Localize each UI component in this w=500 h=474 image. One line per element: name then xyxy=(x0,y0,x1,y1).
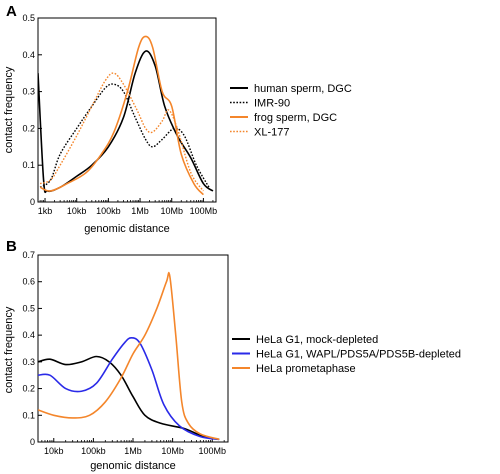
panel-a-series-xl-177 xyxy=(39,72,204,192)
panel-b-y-tick-label: 0.5 xyxy=(22,303,35,313)
panel-b-plot-frame xyxy=(37,254,229,443)
panel-b-series-hela-g1-mock-depleted xyxy=(38,355,220,441)
panel-b-legend: HeLa G1, mock-depleted HeLa G1, WAPL/PDS5… xyxy=(232,334,461,375)
panel-a-letter: A xyxy=(6,3,17,20)
panel-b: B 0 0.1 0.2 0.3 0.4 0.5 0.6 0.7 10kb 100kb 1Mb 10M… xyxy=(3,238,461,472)
panel-a-x-tick-label: 10Mb xyxy=(160,206,183,216)
panel-a-x-axis-title: genomic distance xyxy=(84,223,170,235)
panel-a-plot-frame xyxy=(37,17,217,203)
panel-a-series-frog-sperm-dgc xyxy=(39,35,205,196)
legend-label-frog-sperm-dgc: frog sperm, DGC xyxy=(254,112,337,124)
panel-b-x-axis-title: genomic distance xyxy=(90,460,176,472)
panel-b-x-tick-label: 100kb xyxy=(81,446,106,456)
panel-b-y-tick-label: 0.3 xyxy=(22,357,35,367)
legend-label-human-sperm-dgc: human sperm, DGC xyxy=(254,83,352,95)
panel-b-y-tick-label: 0.7 xyxy=(22,250,35,260)
panel-a-y-tick-label: 0.2 xyxy=(22,123,35,133)
panel-b-series-hela-g1-wapl-pds5a-pds5b-depleted xyxy=(38,337,220,441)
panel-a-y-axis-title: contact frequency xyxy=(3,66,15,153)
panel-a-x-tick-label: 100kb xyxy=(96,206,121,216)
panel-a-y-tick-label: 0.1 xyxy=(22,160,35,170)
legend-label-imr-90: IMR-90 xyxy=(254,98,290,110)
panel-b-x-tick-label: 10Mb xyxy=(161,446,184,456)
panel-a: A 0 0.1 0.2 0.3 0.4 0.5 1kb 10kb 100kb 1Mb 10Mb 10… xyxy=(3,3,352,235)
panel-a-y-tick-label: 0.3 xyxy=(22,87,35,97)
panel-a-x-tick-label: 1kb xyxy=(38,206,53,216)
panel-a-series-imr-90 xyxy=(39,83,210,188)
panel-b-y-tick-label: 0.2 xyxy=(22,384,35,394)
panel-a-x-tick-label: 10kb xyxy=(67,206,87,216)
panel-b-y-axis-title: contact frequency xyxy=(3,306,15,393)
panel-a-x-tick-label: 1Mb xyxy=(131,206,149,216)
legend-label-hela-g1-mock-depleted: HeLa G1, mock-depleted xyxy=(256,334,378,346)
panel-b-y-tick-label: 0 xyxy=(30,437,35,447)
legend-label-hela-prometaphase: HeLa prometaphase xyxy=(256,363,356,375)
panel-b-y-tick-label: 0.4 xyxy=(22,330,35,340)
legend-label-xl-177: XL-177 xyxy=(254,127,289,139)
panel-a-x-tick-label: 100Mb xyxy=(190,206,218,216)
panel-b-x-tick-label: 10kb xyxy=(44,446,64,456)
panel-a-legend: human sperm, DGC IMR-90 frog sperm, DGC XL-… xyxy=(230,83,352,139)
panel-b-x-tick-label: 1Mb xyxy=(124,446,142,456)
panel-a-y-tick-label: 0.4 xyxy=(22,50,35,60)
panel-b-y-tick-label: 0.1 xyxy=(22,410,35,420)
legend-label-hela-g1-wapl-pds5a-pds5b-depleted: HeLa G1, WAPL/PDS5A/PDS5B-depleted xyxy=(256,349,461,361)
panel-b-letter: B xyxy=(6,238,17,255)
panel-b-x-tick-label: 100Mb xyxy=(198,446,226,456)
panel-b-series-hela-prometaphase xyxy=(38,271,220,441)
panel-a-series-human-sperm-dgc xyxy=(38,50,214,194)
panel-a-y-tick-label: 0.5 xyxy=(22,13,35,23)
panel-b-y-tick-label: 0.6 xyxy=(22,277,35,287)
panel-a-y-tick-label: 0 xyxy=(30,197,35,207)
